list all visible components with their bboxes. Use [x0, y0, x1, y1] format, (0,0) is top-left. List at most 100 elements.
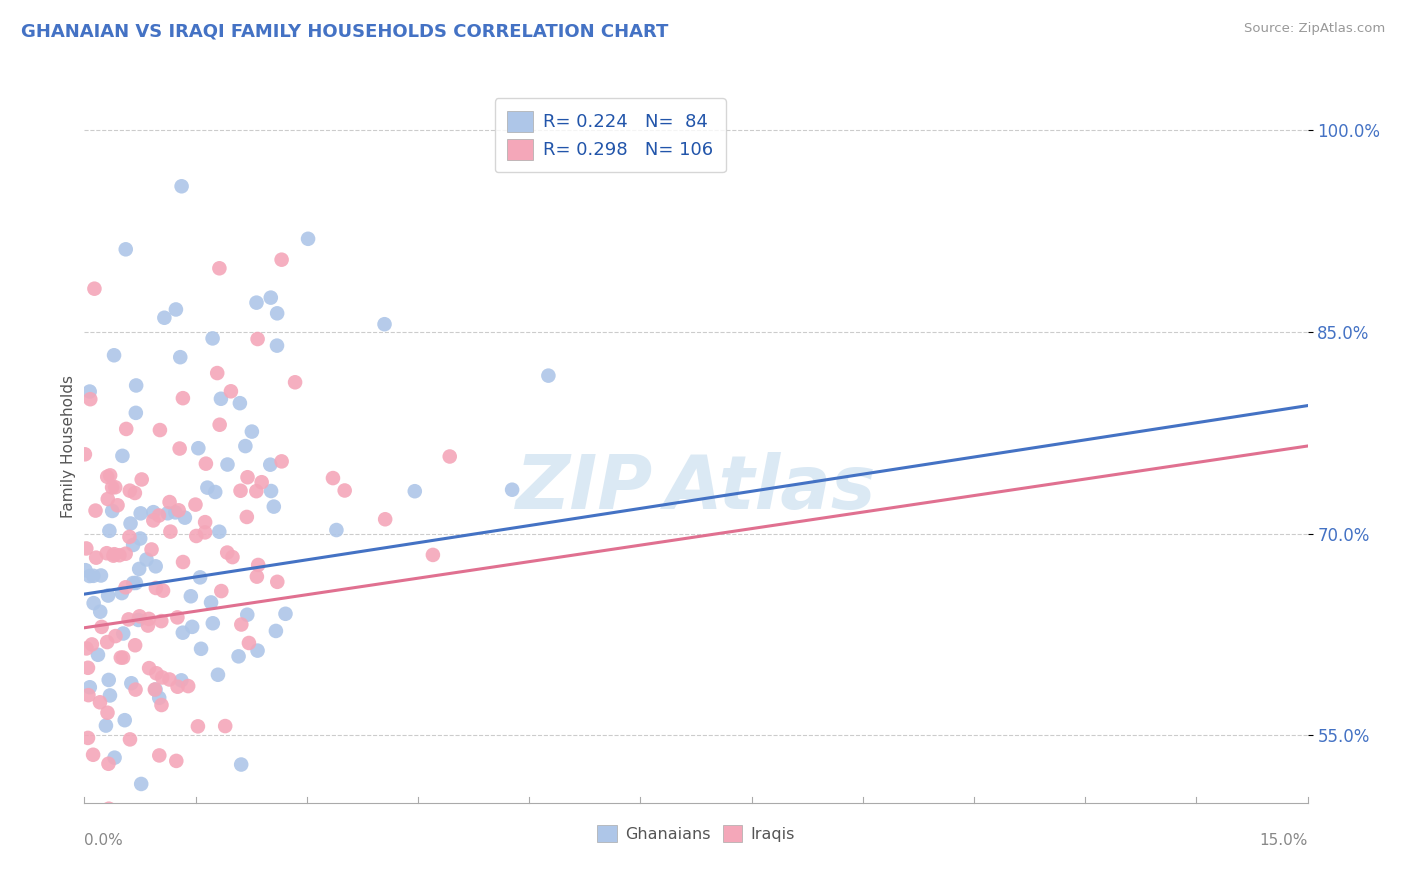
Point	[159, 524, 181, 539]
Point	[374, 512, 396, 526]
Point	[214, 719, 236, 733]
Point	[404, 484, 426, 499]
Point	[184, 498, 207, 512]
Point	[125, 378, 148, 392]
Point	[145, 581, 167, 595]
Point	[90, 620, 112, 634]
Point	[231, 757, 253, 772]
Point	[103, 547, 125, 561]
Point	[169, 350, 191, 364]
Text: 15.0%: 15.0%	[1260, 833, 1308, 848]
Point	[118, 732, 141, 747]
Point	[180, 589, 202, 603]
Point	[333, 483, 356, 498]
Point	[82, 569, 104, 583]
Point	[150, 698, 173, 712]
Point	[208, 417, 231, 432]
Point	[166, 680, 188, 694]
Point	[266, 338, 288, 352]
Point	[165, 505, 187, 519]
Point	[205, 366, 228, 380]
Point	[79, 384, 101, 399]
Text: GHANAIAN VS IRAQI FAMILY HOUSEHOLDS CORRELATION CHART: GHANAIAN VS IRAQI FAMILY HOUSEHOLDS CORR…	[21, 22, 668, 40]
Point	[245, 295, 267, 310]
Point	[143, 682, 166, 697]
Point	[138, 661, 160, 675]
Point	[145, 666, 167, 681]
Point	[148, 748, 170, 763]
Point	[83, 282, 105, 296]
Point	[77, 661, 100, 675]
Point	[259, 458, 281, 472]
Point	[148, 690, 170, 705]
Point	[129, 507, 152, 521]
Point	[207, 667, 229, 681]
Point	[194, 515, 217, 529]
Point	[208, 261, 231, 276]
Point	[87, 648, 110, 662]
Point	[75, 563, 97, 577]
Point	[188, 570, 211, 584]
Point	[209, 584, 232, 599]
Point	[114, 242, 136, 256]
Point	[177, 679, 200, 693]
Point	[79, 680, 101, 694]
Point	[219, 384, 242, 399]
Point	[152, 583, 174, 598]
Point	[136, 618, 159, 632]
Point	[181, 620, 204, 634]
Point	[236, 470, 259, 484]
Point	[118, 530, 141, 544]
Point	[97, 802, 120, 816]
Point	[128, 562, 150, 576]
Point	[84, 550, 107, 565]
Point	[104, 629, 127, 643]
Point	[159, 673, 181, 687]
Point	[264, 624, 287, 638]
Point	[165, 302, 187, 317]
Point	[124, 682, 146, 697]
Point	[122, 538, 145, 552]
Point	[159, 495, 181, 509]
Point	[98, 524, 121, 538]
Point	[246, 332, 269, 346]
Point	[80, 637, 103, 651]
Point	[114, 713, 136, 727]
Point	[142, 513, 165, 527]
Point	[235, 439, 257, 453]
Point	[228, 649, 250, 664]
Point	[127, 613, 149, 627]
Point	[111, 449, 134, 463]
Point	[112, 650, 135, 665]
Point	[103, 750, 125, 764]
Point	[79, 569, 101, 583]
Point	[247, 558, 270, 572]
Point	[125, 576, 148, 591]
Point	[124, 638, 146, 652]
Point	[83, 596, 105, 610]
Point	[97, 673, 120, 687]
Point	[96, 546, 118, 560]
Point	[236, 510, 259, 524]
Point	[108, 548, 131, 562]
Text: ZIP Atlas: ZIP Atlas	[516, 452, 876, 525]
Point	[131, 473, 153, 487]
Point	[110, 650, 132, 665]
Point	[197, 481, 219, 495]
Point	[172, 625, 194, 640]
Point	[266, 306, 288, 320]
Point	[114, 580, 136, 594]
Point	[229, 483, 252, 498]
Point	[103, 348, 125, 362]
Point	[104, 480, 127, 494]
Point	[73, 447, 96, 461]
Point	[107, 498, 129, 512]
Point	[145, 682, 167, 697]
Point	[240, 425, 263, 439]
Point	[190, 641, 212, 656]
Point	[112, 626, 135, 640]
Point	[125, 406, 148, 420]
Point	[129, 777, 152, 791]
Point	[149, 423, 172, 437]
Point	[96, 706, 118, 720]
